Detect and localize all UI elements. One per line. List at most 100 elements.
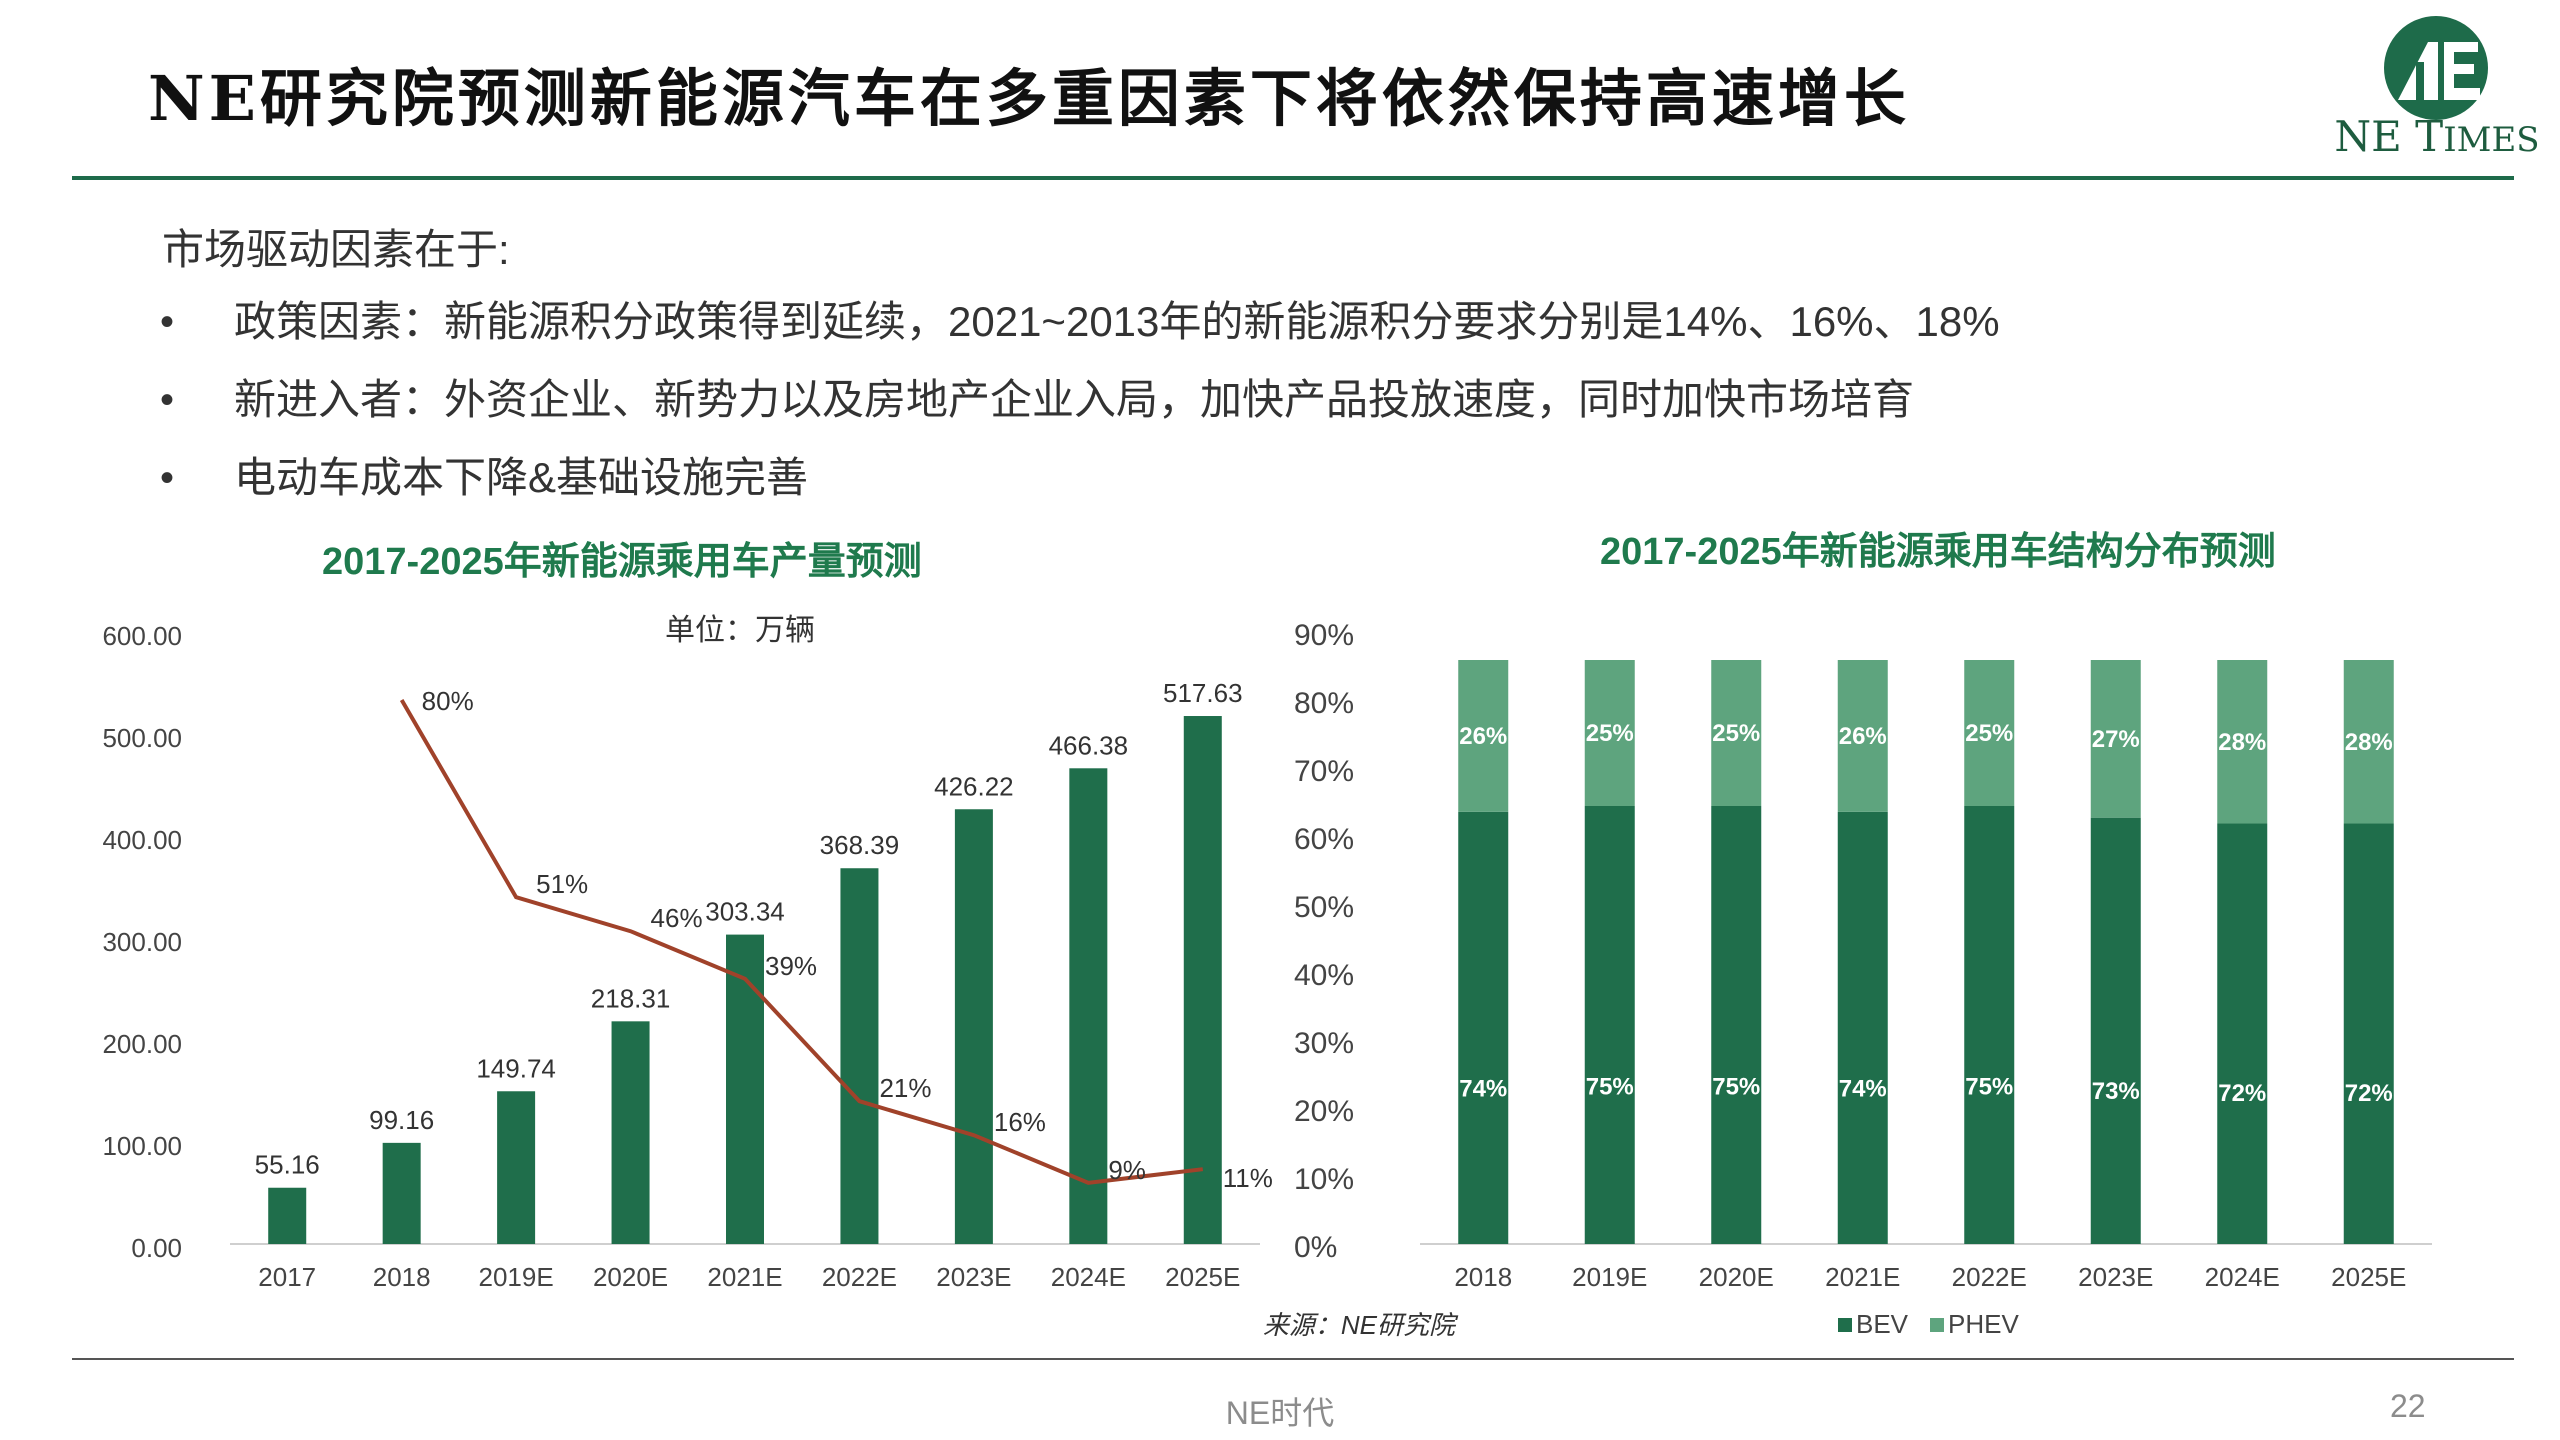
- production-value-label: 218.31: [591, 983, 671, 1013]
- structure-category-label: 2023E: [2078, 1262, 2153, 1292]
- production-bar: [268, 1187, 307, 1244]
- right-axis-tick: 10%: [1294, 1163, 1354, 1196]
- production-category-label: 2025E: [1165, 1262, 1240, 1292]
- left-axis-tick: 500.00: [102, 723, 182, 753]
- logo-text: NE TIMES: [2322, 112, 2552, 161]
- right-axis-tick: 50%: [1294, 891, 1354, 924]
- bullet-item-cost: 电动车成本下降&基础设施完善: [160, 446, 2000, 524]
- production-value-label: 517.63: [1163, 678, 1243, 708]
- legend-phev-label: PHEV: [1948, 1309, 2019, 1339]
- production-bar: [726, 934, 764, 1244]
- production-bar: [611, 1021, 650, 1244]
- phev-bar: [1964, 660, 2015, 806]
- production-bar: [1183, 716, 1222, 1244]
- structure-category-label: 2025E: [2331, 1262, 2406, 1292]
- legend-bev-swatch: [1838, 1318, 1852, 1332]
- left-axis-tick: 0.00: [131, 1233, 182, 1263]
- phev-share-label: 26%: [1459, 723, 1507, 750]
- ne-times-logo-icon: [2384, 16, 2488, 120]
- production-category-label: 2020E: [593, 1262, 668, 1292]
- bullet-item-policy: 政策因素：新能源积分政策得到延续，2021~2013年的新能源积分要求分别是14…: [160, 290, 2000, 368]
- slide-title: NE研究院预测新能源汽车在多重因素下将依然保持高速增长: [148, 62, 1910, 135]
- phev-share-label: 25%: [1965, 720, 2013, 747]
- production-bar: [1069, 768, 1108, 1244]
- production-value-label: 368.39: [820, 830, 900, 860]
- structure-category-label: 2024E: [2205, 1262, 2280, 1292]
- left-axis-tick: 100.00: [102, 1131, 182, 1161]
- structure-category-label: 2018: [1454, 1262, 1512, 1292]
- phev-bar: [2217, 660, 2268, 824]
- bev-bar: [1837, 811, 1888, 1244]
- right-axis-tick: 60%: [1294, 823, 1354, 856]
- production-category-label: 2022E: [822, 1262, 897, 1292]
- bullet-item-new-entrants: 新进入者：外资企业、新势力以及房地产企业入局，加快产品投放速度，同时加快市场培育: [160, 368, 2000, 446]
- bev-bar: [2343, 823, 2394, 1244]
- structure-category-label: 2021E: [1825, 1262, 1900, 1292]
- unit-label: 单位：万辆: [665, 614, 815, 647]
- bev-bar: [1711, 806, 1762, 1244]
- bev-share-label: 75%: [1586, 1074, 1634, 1101]
- phev-bar: [2343, 660, 2394, 824]
- bev-share-label: 75%: [1712, 1074, 1760, 1101]
- phev-share-label: 28%: [2345, 729, 2393, 756]
- production-bar: [954, 809, 993, 1244]
- structure-category-label: 2020E: [1699, 1262, 1774, 1292]
- page-number: 22: [2390, 1388, 2426, 1424]
- production-category-label: 2018: [373, 1262, 431, 1292]
- growth-rate-label: 46%: [651, 903, 703, 933]
- logo-text-small: IMES: [2443, 120, 2540, 160]
- bev-bar: [1584, 806, 1635, 1244]
- growth-rate-label: 11%: [1223, 1163, 1273, 1193]
- production-bar: [382, 1142, 421, 1244]
- growth-rate-label: 9%: [1108, 1155, 1146, 1185]
- production-category-label: 2024E: [1051, 1262, 1126, 1292]
- right-axis-tick: 80%: [1294, 687, 1354, 720]
- production-value-label: 466.38: [1049, 730, 1129, 760]
- bev-bar: [2217, 823, 2268, 1244]
- bev-share-label: 75%: [1965, 1074, 2013, 1101]
- bev-bar: [1458, 811, 1509, 1244]
- phev-share-label: 26%: [1839, 723, 1887, 750]
- bullet-list: 政策因素：新能源积分政策得到延续，2021~2013年的新能源积分要求分别是14…: [160, 290, 2000, 524]
- production-value-label: 426.22: [934, 771, 1014, 801]
- production-value-label: 55.16: [255, 1150, 320, 1180]
- growth-rate-label: 80%: [422, 686, 474, 716]
- structure-category-label: 2019E: [1572, 1262, 1647, 1292]
- production-category-label: 2019E: [479, 1262, 554, 1292]
- phev-bar: [1584, 660, 1635, 806]
- bev-share-label: 73%: [2092, 1078, 2140, 1105]
- production-chart-title: 2017-2025年新能源乘用车产量预测: [322, 541, 922, 583]
- source-label: 来源：NE研究院: [1263, 1310, 1459, 1340]
- production-category-label: 2017: [258, 1262, 316, 1292]
- phev-share-label: 28%: [2218, 729, 2266, 756]
- production-bar: [840, 868, 879, 1244]
- phev-share-label: 27%: [2092, 726, 2140, 753]
- legend-phev-swatch: [1930, 1318, 1944, 1332]
- production-value-label: 99.16: [369, 1105, 434, 1135]
- phev-bar: [1837, 660, 1888, 812]
- left-axis-tick: 200.00: [102, 1029, 182, 1059]
- production-category-label: 2021E: [707, 1262, 782, 1292]
- bev-share-label: 74%: [1839, 1076, 1887, 1103]
- growth-rate-label: 51%: [536, 869, 588, 899]
- production-bar: [497, 1091, 536, 1244]
- growth-rate-label: 21%: [879, 1073, 931, 1103]
- right-axis-tick: 0%: [1294, 1231, 1337, 1264]
- right-axis-tick: 90%: [1294, 619, 1354, 652]
- intro-text: 市场驱动因素在于:: [162, 226, 510, 273]
- structure-category-label: 2022E: [1952, 1262, 2027, 1292]
- production-value-label: 149.74: [476, 1053, 556, 1083]
- bev-share-label: 74%: [1459, 1076, 1507, 1103]
- growth-rate-label: 16%: [994, 1107, 1046, 1137]
- bev-share-label: 72%: [2345, 1080, 2393, 1107]
- growth-rate-label: 39%: [765, 951, 817, 981]
- structure-chart-title: 2017-2025年新能源乘用车结构分布预测: [1600, 531, 2276, 573]
- phev-share-label: 25%: [1586, 720, 1634, 747]
- left-axis-tick: 300.00: [102, 927, 182, 957]
- footer-brand: NE时代: [1225, 1395, 1335, 1431]
- bev-share-label: 72%: [2218, 1080, 2266, 1107]
- logo-text-main: NE T: [2334, 112, 2444, 161]
- phev-bar: [2090, 660, 2141, 818]
- title-divider: [72, 176, 2514, 180]
